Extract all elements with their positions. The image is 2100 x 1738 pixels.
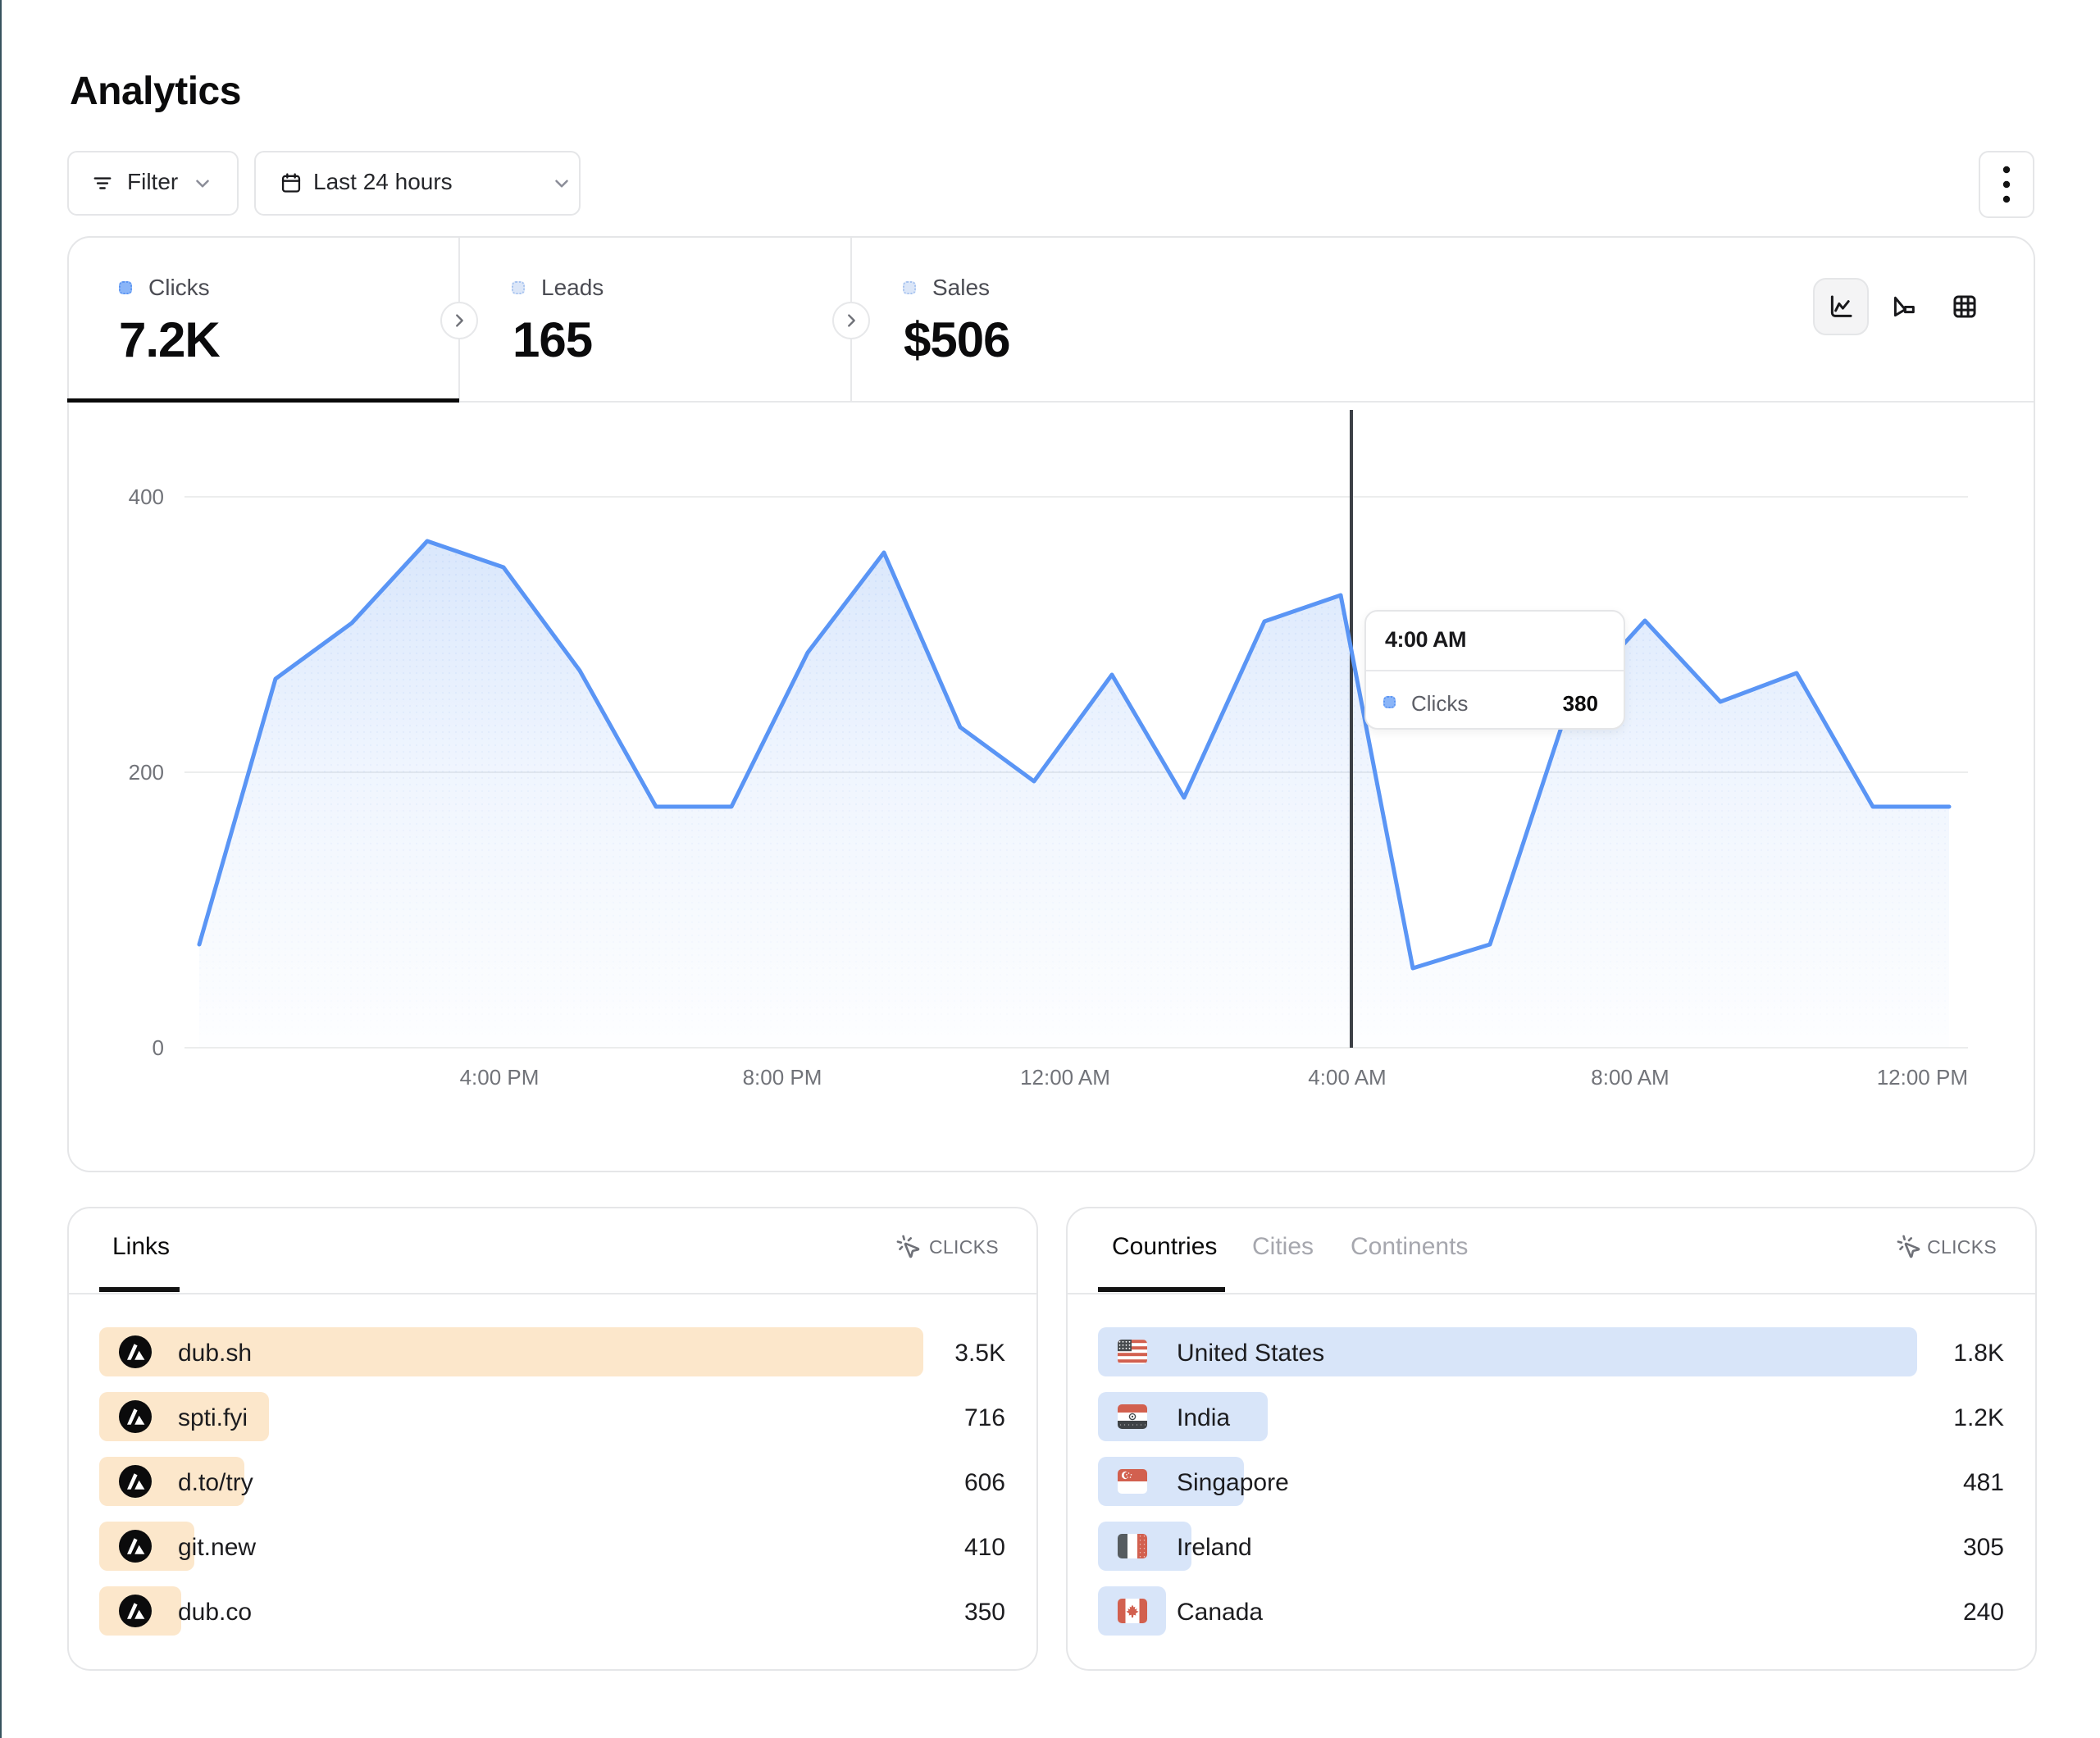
svg-text:400: 400 (129, 485, 164, 509)
svg-text:4:00 AM: 4:00 AM (1308, 1065, 1386, 1090)
svg-text:12:00 PM: 12:00 PM (1877, 1065, 1968, 1090)
svg-text:8:00 PM: 8:00 PM (743, 1065, 822, 1090)
svg-text:0: 0 (153, 1035, 164, 1060)
svg-text:12:00 AM: 12:00 AM (1020, 1065, 1110, 1090)
svg-text:4:00 PM: 4:00 PM (460, 1065, 540, 1090)
svg-text:8:00 AM: 8:00 AM (1591, 1065, 1669, 1090)
svg-text:200: 200 (129, 760, 164, 785)
